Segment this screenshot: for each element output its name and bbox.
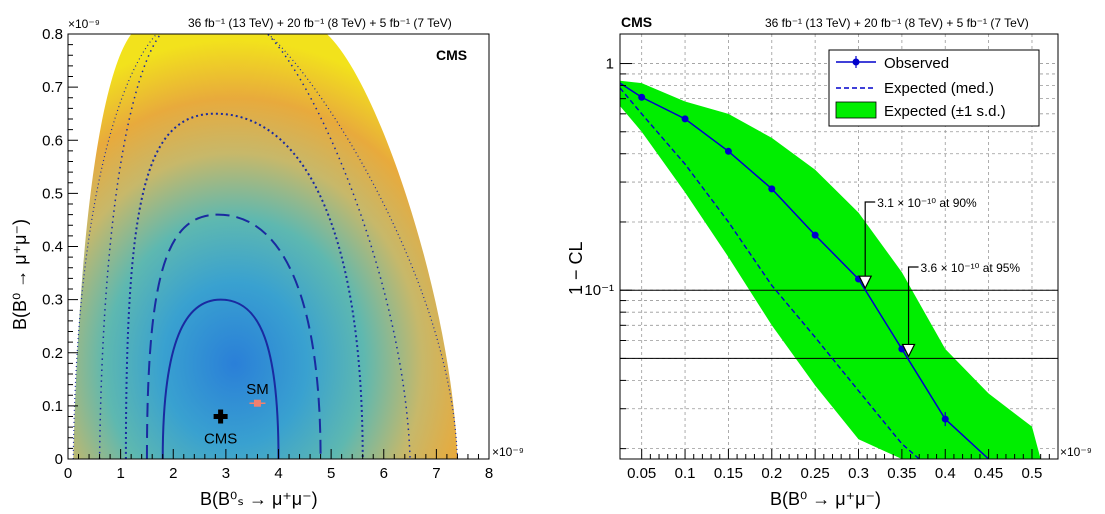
observed-point	[811, 231, 819, 239]
confidence-contours	[72, 34, 459, 459]
legend: Observed Expected (med.) Expected (±1 s.…	[828, 49, 1040, 127]
left-x-tick-label: 2	[169, 465, 177, 482]
right-x-tick-label: 0.5	[1022, 465, 1043, 482]
legend-band-swatch	[835, 101, 877, 119]
observed-point	[681, 115, 689, 123]
left-y-tick-label: 0.3	[42, 292, 63, 309]
left-x-tick-label: 0	[64, 465, 72, 482]
observed-point	[941, 415, 949, 423]
annotation-arrow-line	[864, 201, 876, 277]
observed-line	[620, 82, 990, 459]
left-markers: CMS SM	[204, 381, 269, 447]
annotation-arrow-line	[907, 266, 919, 345]
right-x-tick-label: 0.35	[887, 465, 916, 482]
observed-point	[768, 185, 776, 193]
right-y-axis-title: 1 − CL	[566, 241, 586, 295]
expected-median-line	[620, 87, 920, 459]
left-y-exponent: ×10⁻⁹	[68, 17, 100, 31]
right-y-tick-label: 1	[606, 56, 614, 73]
left-header-text: 36 fb⁻¹ (13 TeV) + 20 fb⁻¹ (8 TeV) + 5 f…	[188, 16, 452, 30]
sm-marker	[253, 399, 261, 407]
annotation-arrow-head	[901, 343, 916, 358]
contour-sparse-dotted	[98, 34, 411, 459]
right-x-tick-label: 0.25	[801, 465, 830, 482]
left-y-tick-label: 0	[55, 451, 63, 468]
right-cms-label: CMS	[621, 14, 652, 30]
left-x-exponent: ×10⁻⁹	[492, 445, 524, 459]
left-y-axis-title: B(B⁰ → μ⁺μ⁻)	[10, 219, 30, 330]
left-cms-label: CMS	[436, 47, 467, 63]
legend-band-label: Expected (±1 s.d.)	[884, 103, 1006, 120]
left-y-tick-label: 0.7	[42, 79, 63, 96]
left-x-axis-title: B(B⁰ₛ → μ⁺μ⁻)	[200, 489, 318, 509]
contour-solid	[161, 298, 280, 459]
left-x-tick-label: 3	[222, 465, 230, 482]
right-x-tick-label: 0.4	[935, 465, 956, 482]
right-x-exponent: ×10⁻⁹	[1060, 445, 1092, 459]
limit-annotations: 3.1 × 10⁻¹⁰ at 90% 3.6 × 10⁻¹⁰ at 95%	[858, 196, 1021, 358]
observed-point	[638, 93, 646, 101]
left-x-tick-label: 1	[116, 465, 124, 482]
left-y-tick-label: 0.6	[42, 132, 63, 149]
left-axis-ticks: 0 1 2 3 4 5 6 7 8 0 0.1 0.2 0.3 0.4 0.5 0.6 0.7 0.8	[42, 26, 493, 482]
right-header-text: 36 fb⁻¹ (13 TeV) + 20 fb⁻¹ (8 TeV) + 5 f…	[765, 16, 1029, 30]
best-fit-marker-v	[218, 409, 224, 424]
likelihood-heatmap	[73, 34, 458, 459]
left-x-tick-label: 8	[485, 465, 493, 482]
contour-dense-dotted	[124, 112, 364, 459]
limit-annotation-label: 3.1 × 10⁻¹⁰ at 90%	[877, 196, 977, 210]
left-y-tick-label: 0.1	[42, 398, 63, 415]
right-x-tick-label: 0.45	[974, 465, 1003, 482]
left-y-tick-label: 0.2	[42, 345, 63, 362]
reference-lines	[620, 289, 1058, 359]
annotation-arrow-head	[858, 275, 873, 290]
contour-dashed	[145, 213, 322, 459]
left-x-tick-label: 6	[380, 465, 388, 482]
legend-observed-label: Observed	[884, 55, 949, 72]
right-x-tick-label: 0.1	[675, 465, 696, 482]
left-y-tick-label: 0.5	[42, 185, 63, 202]
right-chart: 0.05 0.1 0.15 0.2 0.25 0.3 0.35 0.4 0.45 0.5 1 10⁻¹…	[566, 14, 1092, 509]
right-y-tick-label: 10⁻¹	[584, 282, 614, 299]
right-x-axis-title: B(B⁰ → μ⁺μ⁻)	[770, 489, 881, 509]
left-x-tick-label: 5	[327, 465, 335, 482]
right-x-tick-label: 0.3	[848, 465, 869, 482]
right-x-tick-label: 0.2	[761, 465, 782, 482]
limit-annotation-label: 3.6 × 10⁻¹⁰ at 95%	[921, 261, 1021, 275]
sm-label: SM	[246, 381, 269, 398]
right-x-tick-label: 0.15	[714, 465, 743, 482]
left-x-tick-label: 7	[432, 465, 440, 482]
expected-band	[620, 80, 1041, 459]
best-fit-label: CMS	[204, 431, 237, 448]
legend-expected-label: Expected (med.)	[884, 80, 994, 97]
left-chart: 0 1 2 3 4 5 6 7 8 0 0.1 0.2 0.3 0.4 0.5 0.6 0.7 0.8 CMS SM…	[10, 16, 524, 509]
left-y-tick-label: 0.4	[42, 239, 63, 256]
right-axis-ticks: 0.05 0.1 0.15 0.2 0.25 0.3 0.35 0.4 0.45 0.5 1 10⁻¹	[584, 56, 1050, 482]
right-plot-frame	[619, 33, 1059, 460]
left-y-tick-label: 0.8	[42, 26, 63, 43]
observed-point	[724, 147, 732, 155]
left-x-tick-label: 4	[274, 465, 282, 482]
right-x-tick-label: 0.05	[627, 465, 656, 482]
